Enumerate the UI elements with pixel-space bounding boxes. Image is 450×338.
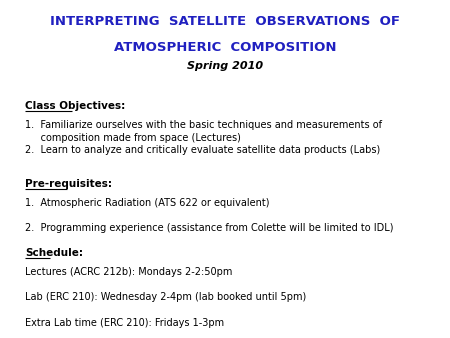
- Text: Lab (ERC 210): Wednesday 2-4pm (lab booked until 5pm): Lab (ERC 210): Wednesday 2-4pm (lab book…: [25, 292, 306, 303]
- Text: Extra Lab time (ERC 210): Fridays 1-3pm: Extra Lab time (ERC 210): Fridays 1-3pm: [25, 318, 224, 328]
- Text: 2.  Learn to analyze and critically evaluate satellite data products (Labs): 2. Learn to analyze and critically evalu…: [25, 145, 380, 155]
- Text: 1.  Familiarize ourselves with the basic techniques and measurements of
     com: 1. Familiarize ourselves with the basic …: [25, 120, 382, 143]
- Text: Spring 2010: Spring 2010: [187, 61, 263, 71]
- Text: Lectures (ACRC 212b): Mondays 2-2:50pm: Lectures (ACRC 212b): Mondays 2-2:50pm: [25, 267, 232, 277]
- Text: Class Objectives:: Class Objectives:: [25, 101, 125, 112]
- Text: 2.  Programming experience (assistance from Colette will be limited to IDL): 2. Programming experience (assistance fr…: [25, 223, 393, 233]
- Text: INTERPRETING  SATELLITE  OBSERVATIONS  OF: INTERPRETING SATELLITE OBSERVATIONS OF: [50, 15, 400, 28]
- Text: Schedule:: Schedule:: [25, 248, 83, 259]
- Text: 1.  Atmospheric Radiation (ATS 622 or equivalent): 1. Atmospheric Radiation (ATS 622 or equ…: [25, 198, 269, 208]
- Text: Pre-requisites:: Pre-requisites:: [25, 179, 112, 189]
- Text: ATMOSPHERIC  COMPOSITION: ATMOSPHERIC COMPOSITION: [114, 41, 336, 53]
